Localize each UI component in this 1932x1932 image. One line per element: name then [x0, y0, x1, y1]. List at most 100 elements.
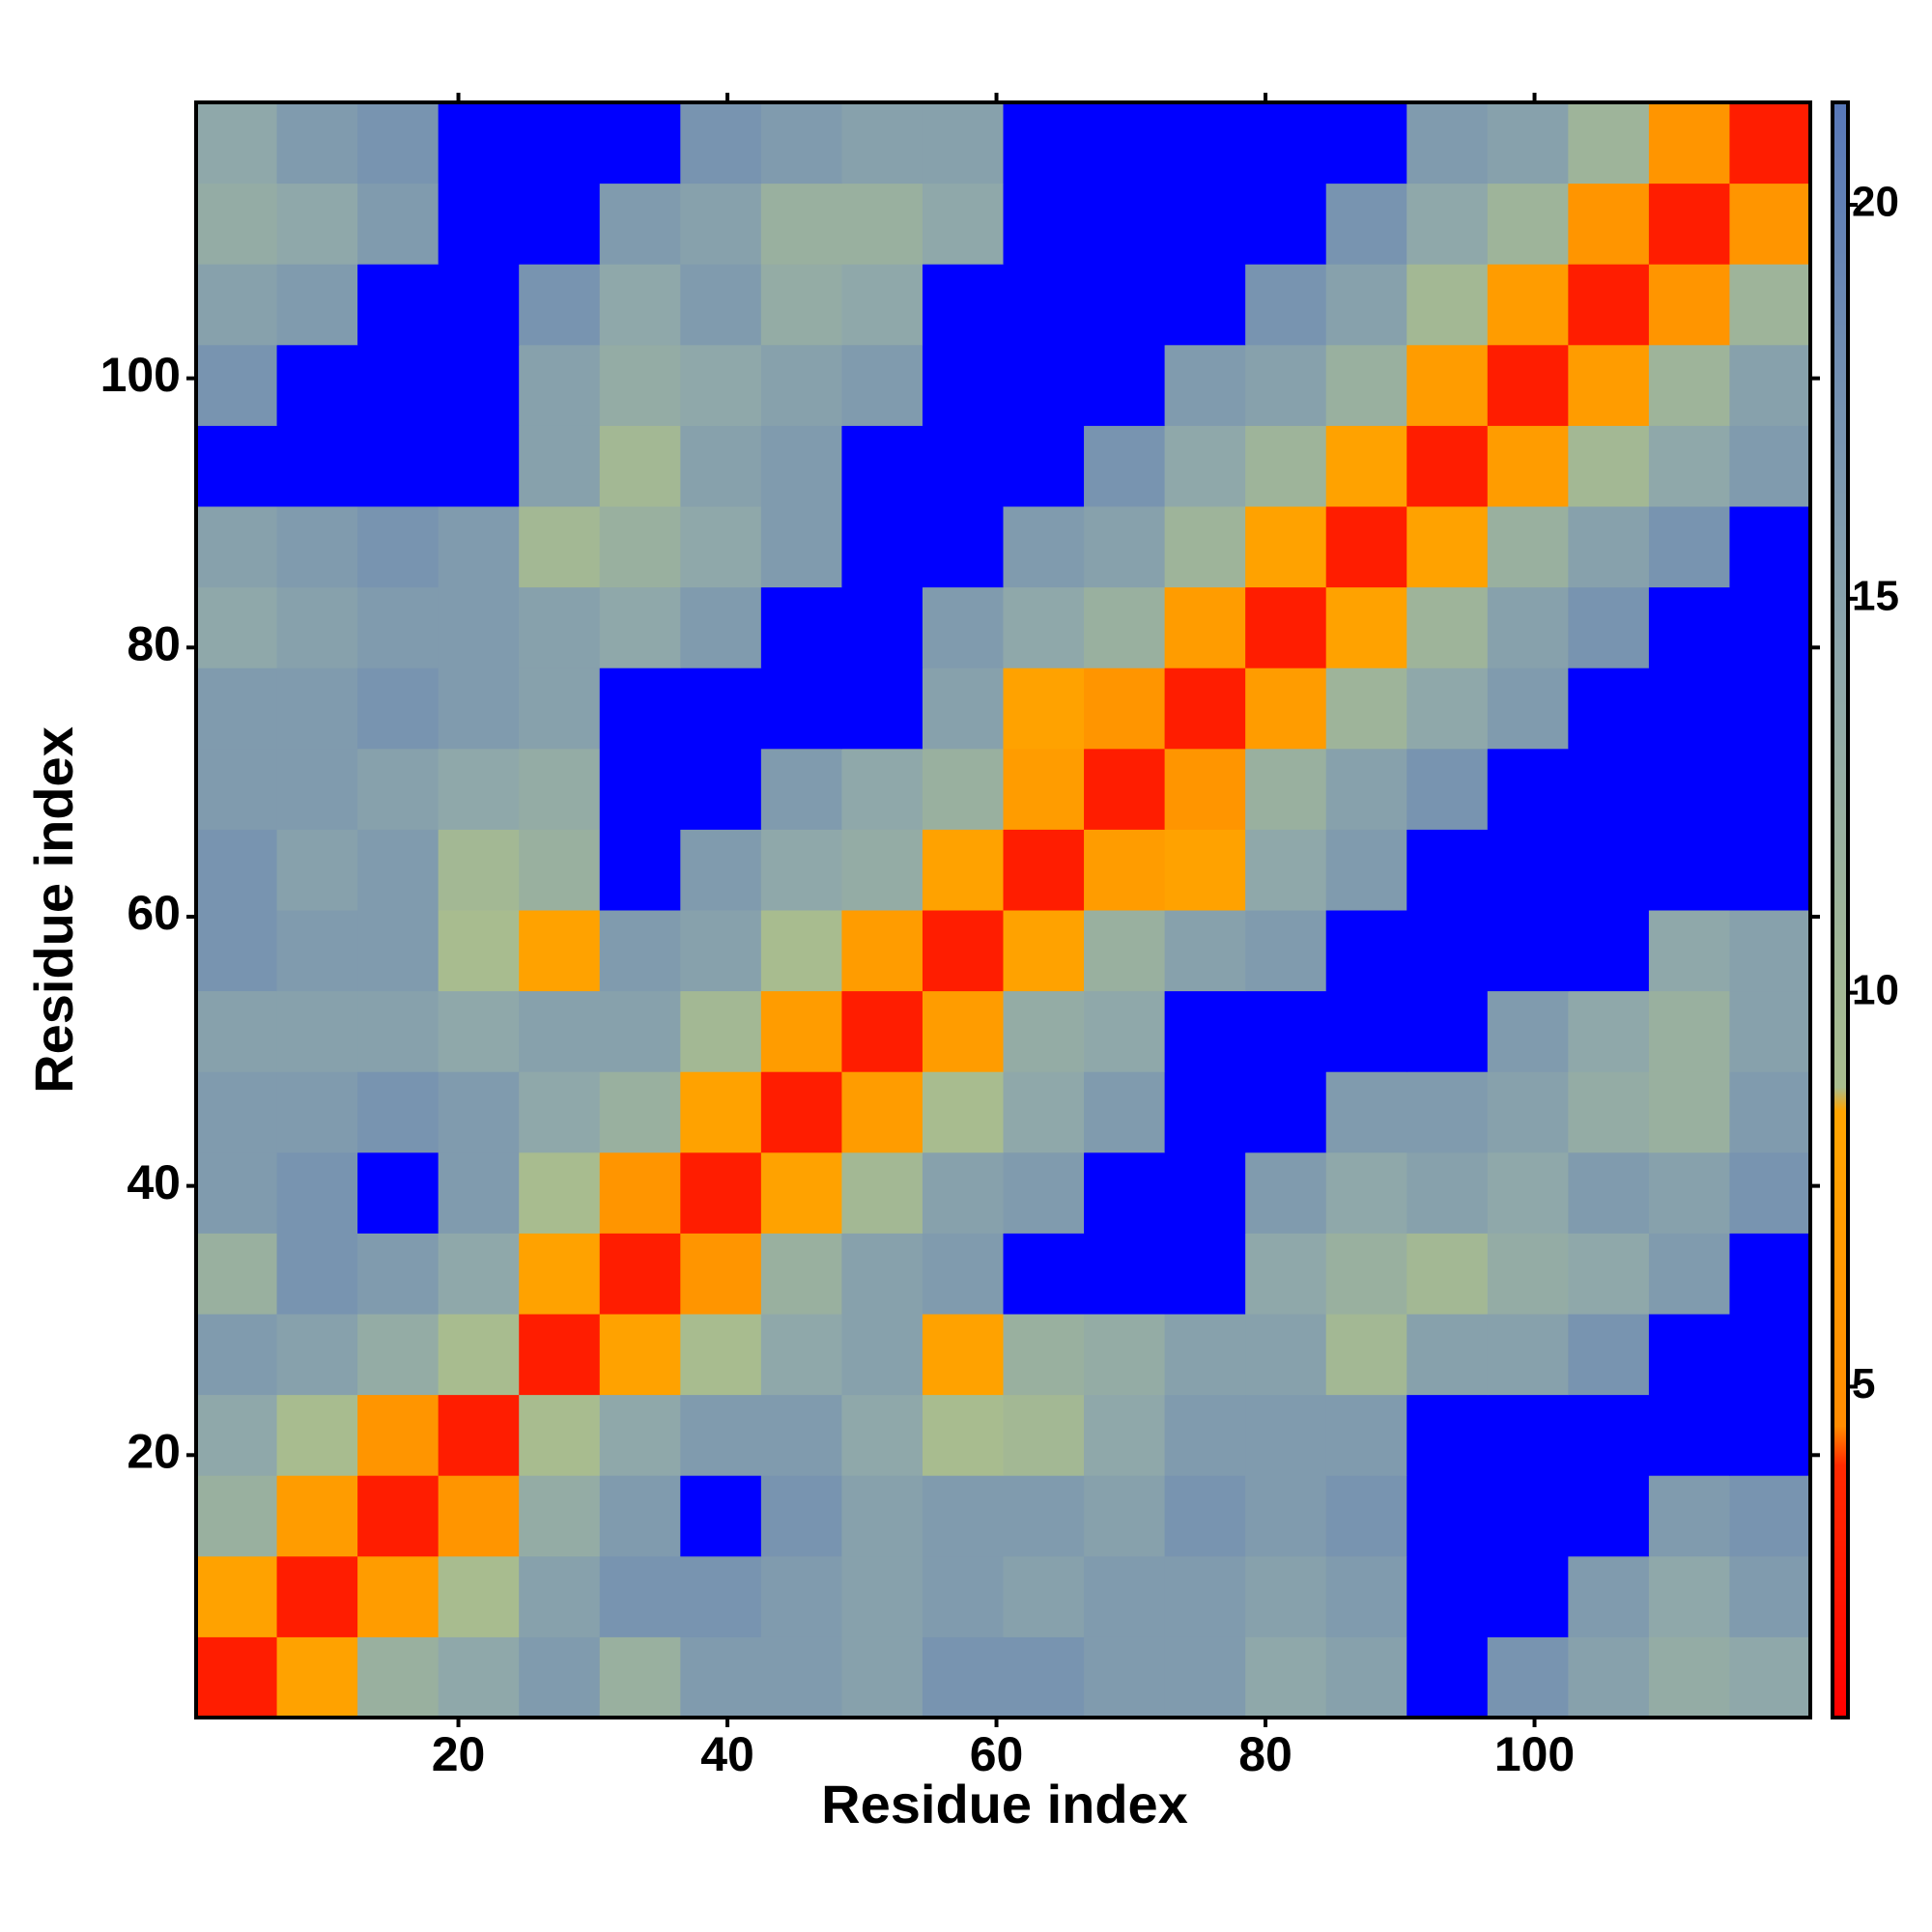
heat-cell [1164, 1394, 1246, 1476]
heat-cell [599, 1475, 681, 1557]
heat-cell [841, 1555, 923, 1637]
heat-cell [1406, 1394, 1489, 1476]
heat-cell [1164, 264, 1246, 346]
heat-cell [680, 1475, 762, 1557]
heat-cell [519, 264, 601, 346]
heat-cell [196, 183, 278, 265]
heat-cell [519, 586, 601, 668]
heat-cell [1084, 1555, 1166, 1637]
heat-cell [1568, 1555, 1650, 1637]
heat-cell [438, 1636, 520, 1719]
heat-cell [1325, 1071, 1407, 1153]
heat-cell [1003, 748, 1085, 830]
heat-cell [438, 1233, 520, 1315]
heat-cell [1245, 425, 1327, 507]
heat-cell [1729, 1555, 1811, 1637]
heat-cell [196, 668, 278, 750]
heat-cell [599, 506, 681, 588]
heat-cell [438, 1314, 520, 1396]
heat-cell [519, 1233, 601, 1315]
heat-cell [1245, 1071, 1327, 1153]
heat-cell [1406, 1233, 1489, 1315]
heat-cell [276, 102, 358, 185]
heat-cell [438, 183, 520, 265]
heat-cell [680, 1233, 762, 1315]
heat-cell [1325, 1555, 1407, 1637]
heat-cell [1164, 1151, 1246, 1234]
heat-cell [680, 1394, 762, 1476]
heat-cell [438, 829, 520, 911]
heat-cell [1325, 344, 1407, 426]
heat-cell [438, 1475, 520, 1557]
heat-cell [438, 1071, 520, 1153]
heat-cell [1084, 910, 1166, 992]
colorbar-tick-label: 20 [1852, 179, 1899, 226]
heat-cell [1325, 1475, 1407, 1557]
heat-cell [1568, 910, 1650, 992]
heat-cell [680, 1151, 762, 1234]
heat-cell [276, 910, 358, 992]
heat-cell [922, 586, 1004, 668]
heat-cell [357, 506, 440, 588]
heat-cell [1245, 264, 1327, 346]
heat-cell [1164, 829, 1246, 911]
heat-cell [599, 586, 681, 668]
heat-cell [1729, 425, 1811, 507]
heat-cell [1729, 506, 1811, 588]
heat-cell [1003, 1475, 1085, 1557]
heat-cell [1084, 990, 1166, 1072]
heat-cell [1325, 183, 1407, 265]
heat-cell [1003, 183, 1085, 265]
heat-cell [922, 748, 1004, 830]
heat-cell [1568, 586, 1650, 668]
heat-cell [1164, 102, 1246, 185]
heat-cell [357, 910, 440, 992]
heat-cell [196, 1233, 278, 1315]
heat-cell [438, 748, 520, 830]
heat-cell [922, 990, 1004, 1072]
heat-cell [1003, 586, 1085, 668]
heat-cell [1003, 910, 1085, 992]
heat-cell [1487, 1475, 1569, 1557]
heat-cell [1245, 506, 1327, 588]
heat-cell [1487, 264, 1569, 346]
heat-cell [599, 668, 681, 750]
heat-cell [1003, 264, 1085, 346]
heat-cell [1729, 264, 1811, 346]
plot-frame [194, 100, 1812, 1719]
heat-cell [1648, 668, 1730, 750]
heat-cell [438, 425, 520, 507]
heat-cell [1245, 990, 1327, 1072]
heat-cell [841, 668, 923, 750]
heat-cell [1648, 506, 1730, 588]
heat-cell [599, 1071, 681, 1153]
heat-cell [1084, 1233, 1166, 1315]
heat-cell [1568, 1475, 1650, 1557]
heat-cell [1568, 990, 1650, 1072]
heat-cell [1084, 1394, 1166, 1476]
heat-cell [1648, 1314, 1730, 1396]
x-tick-label: 80 [1238, 1727, 1293, 1781]
y-tick-label: 80 [127, 617, 181, 671]
heat-cell [519, 668, 601, 750]
heat-cell [1406, 344, 1489, 426]
heat-cell [1084, 425, 1166, 507]
heat-cell [1003, 1151, 1085, 1234]
heat-cell [760, 1151, 842, 1234]
heat-cell [1406, 183, 1489, 265]
heat-cell [357, 1151, 440, 1234]
heat-cell [357, 1636, 440, 1719]
heat-cell [276, 1314, 358, 1396]
heat-cell [922, 1555, 1004, 1637]
heat-cell [357, 1233, 440, 1315]
heat-cell [1003, 1636, 1085, 1719]
heat-cell [1003, 1555, 1085, 1637]
heat-cell [1325, 1151, 1407, 1234]
heat-cell [1729, 1071, 1811, 1153]
heat-cell [680, 990, 762, 1072]
heat-cell [841, 102, 923, 185]
heat-cell [1568, 668, 1650, 750]
heat-cell [519, 1071, 601, 1153]
heat-cell [276, 990, 358, 1072]
heat-cell [1325, 506, 1407, 588]
